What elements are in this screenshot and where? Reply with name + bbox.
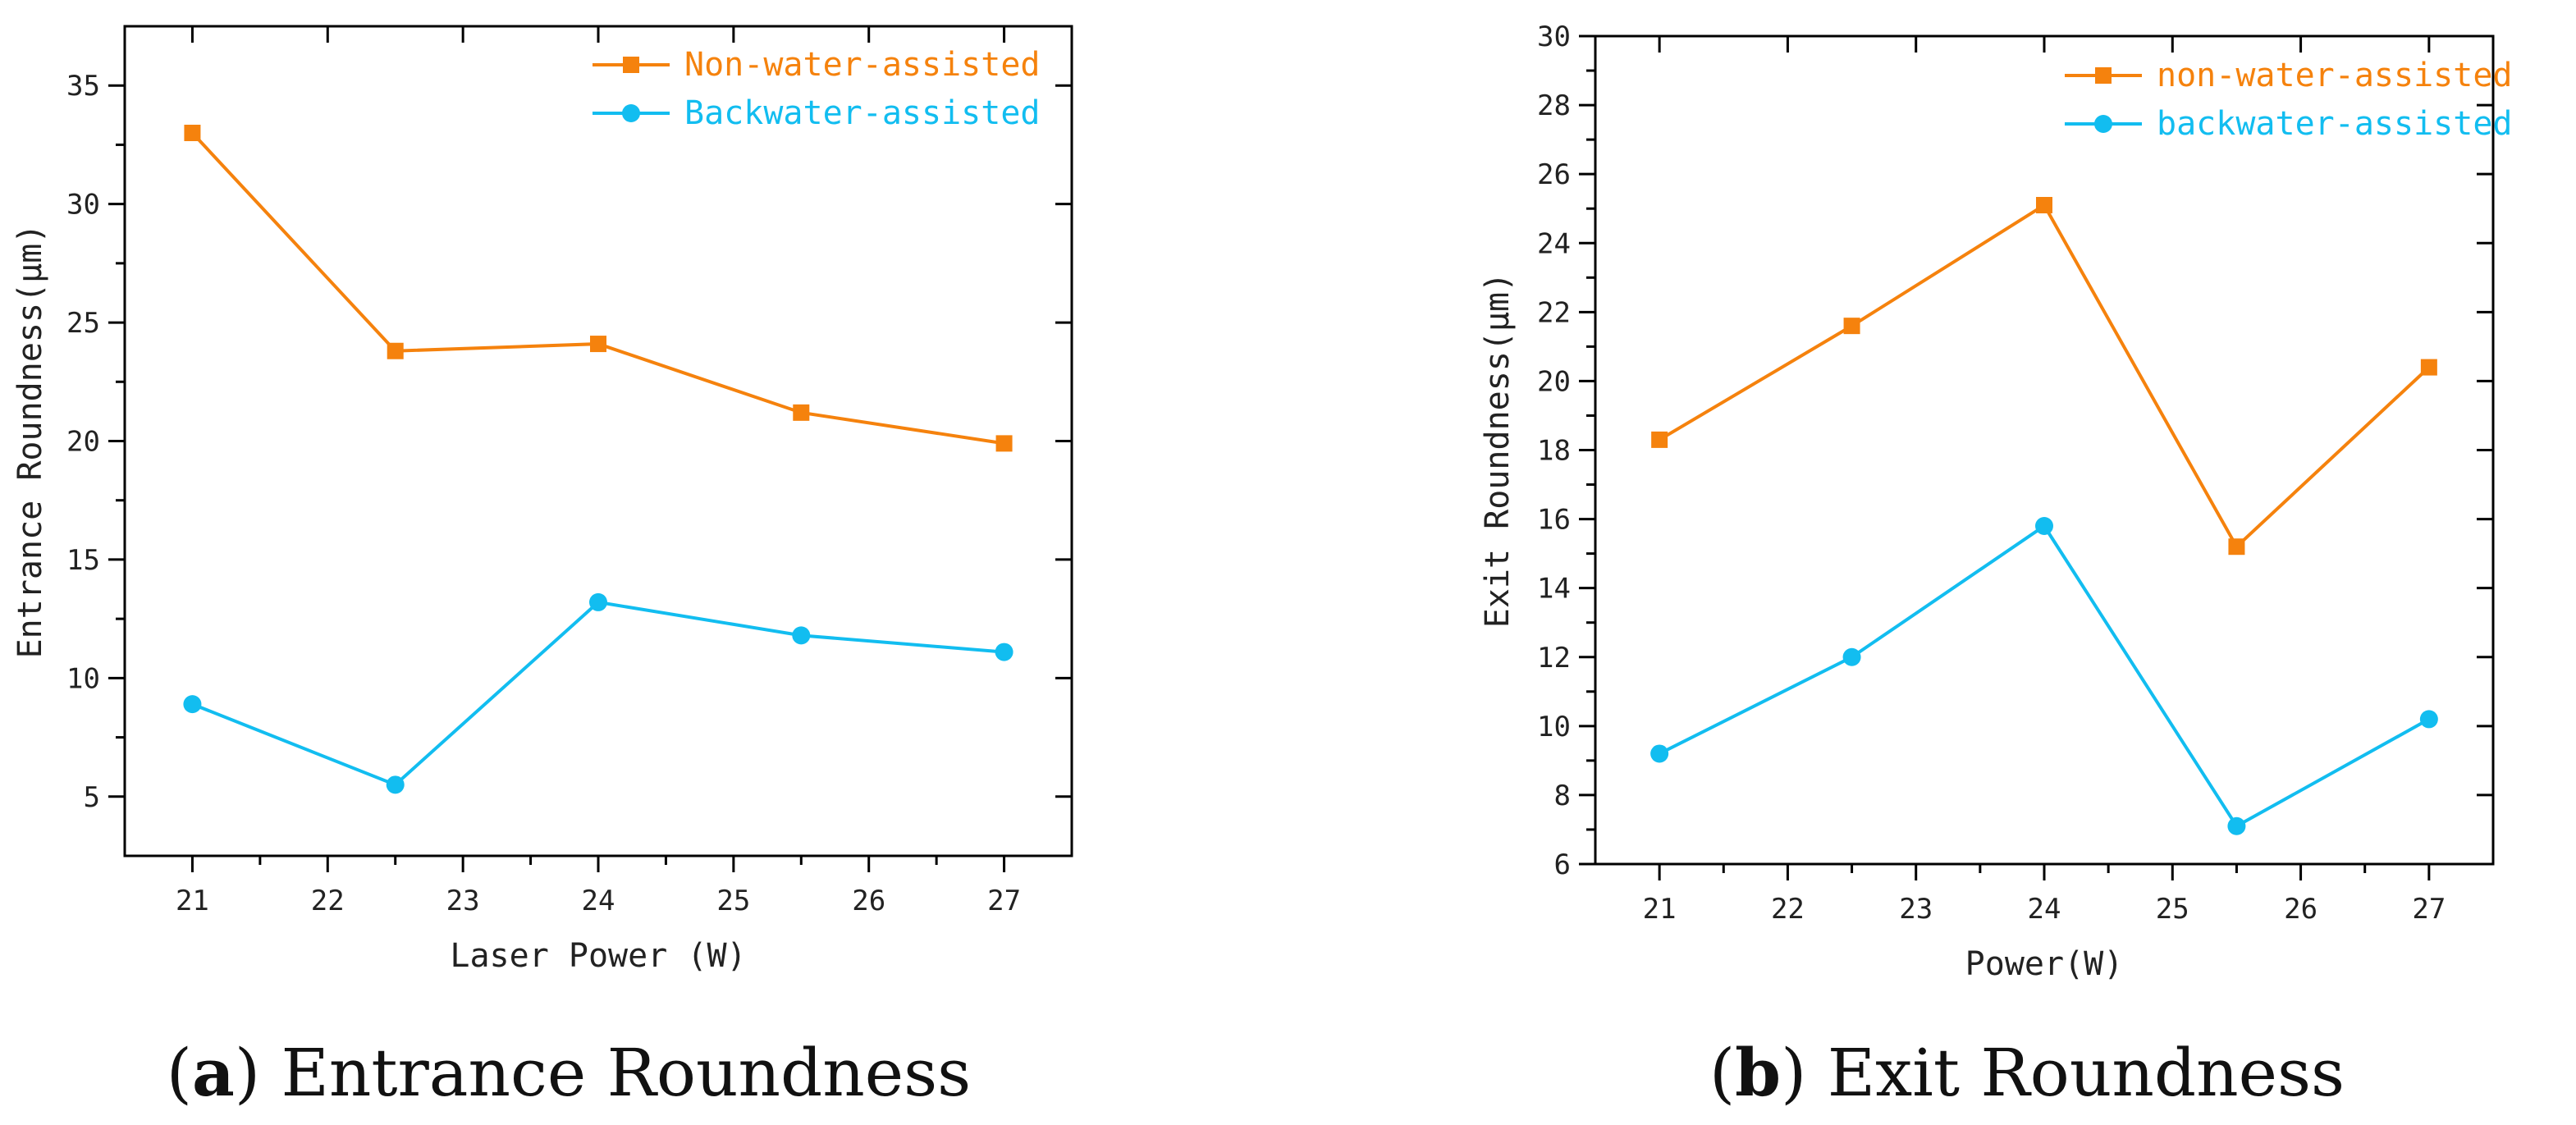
data-point-circle xyxy=(1842,647,1861,666)
y-axis-label: Exit Roundness(μm) xyxy=(1479,272,1517,628)
exit-roundness-chart: 21 22 23 24 25 26 27 6 8 10 12 14 16 18 20 22 24 26 28 30 Po… xyxy=(1479,21,2512,1111)
y-tick-label: 35 xyxy=(66,70,100,103)
data-point-square xyxy=(793,404,810,421)
data-point-square xyxy=(184,124,201,141)
x-axis-label: Laser Power (W) xyxy=(450,937,746,975)
plot-frame xyxy=(1594,34,2495,866)
data-point-square xyxy=(995,435,1013,452)
y-tick-label: 8 xyxy=(1554,780,1571,812)
y-axis-label: Entrance Roundness(μm) xyxy=(11,224,49,659)
y-tick-label: 6 xyxy=(1554,848,1571,881)
subfigure-caption: (b) Exit Roundness xyxy=(1709,1034,2345,1111)
x-tick-label: 23 xyxy=(446,885,480,917)
x-tick-label: 24 xyxy=(2028,893,2061,926)
data-point-square xyxy=(2036,197,2052,214)
legend-label: non-water-assisted xyxy=(2157,57,2512,94)
subfigure-caption: (a) Entrance Roundness xyxy=(167,1034,971,1111)
caption-letter: a xyxy=(192,1034,235,1111)
x-tick-label: 22 xyxy=(311,885,345,917)
series-line-0 xyxy=(190,131,1004,446)
data-point-square xyxy=(387,342,404,359)
x-tick-label: 23 xyxy=(1899,893,1933,926)
caption-close-paren: ) xyxy=(235,1035,260,1111)
data-point-circle xyxy=(2035,516,2053,535)
y-tick-label: 28 xyxy=(1537,89,1571,122)
legend-marker-square xyxy=(2095,67,2112,84)
legend-label: Backwater-assisted xyxy=(684,94,1040,132)
x-tick-label: 27 xyxy=(987,885,1021,917)
caption-letter: b xyxy=(1735,1034,1781,1111)
y-tick-label: 10 xyxy=(1537,711,1571,743)
data-point-square xyxy=(1843,318,1860,335)
legend-label: Non-water-assisted xyxy=(684,46,1040,84)
x-axis-label: Power(W) xyxy=(1965,945,2124,983)
data-point-circle xyxy=(2419,710,2438,729)
legend-label: backwater-assisted xyxy=(2157,105,2512,143)
x-tick-label: 21 xyxy=(1643,893,1677,926)
caption-close-paren: ) xyxy=(1781,1035,1806,1111)
y-tick-label: 15 xyxy=(66,544,100,577)
y-tick-label: 20 xyxy=(66,426,100,459)
legend-marker-square xyxy=(623,57,639,73)
data-point-circle xyxy=(183,695,202,714)
data-point-square xyxy=(590,336,606,353)
y-tick-label: 18 xyxy=(1537,435,1571,468)
x-tick-label: 27 xyxy=(2412,893,2446,926)
x-tick-label: 22 xyxy=(1771,893,1805,926)
x-tick-label: 21 xyxy=(176,885,209,917)
x-tick-label: 24 xyxy=(582,885,615,917)
y-tick-label: 20 xyxy=(1537,365,1571,398)
legend-marker-circle xyxy=(2094,115,2112,133)
x-tick-label: 26 xyxy=(2284,893,2317,926)
legend-marker-circle xyxy=(622,104,640,122)
x-tick-label: 25 xyxy=(2156,893,2189,926)
caption-text: Entrance Roundness xyxy=(260,1035,971,1111)
y-tick-label: 10 xyxy=(66,662,100,695)
y-tick-label: 30 xyxy=(1537,21,1571,53)
caption-text: Exit Roundness xyxy=(1806,1035,2345,1111)
y-tick-label: 5 xyxy=(84,781,100,814)
plot-frame xyxy=(123,25,1073,857)
caption-open-paren: ( xyxy=(1709,1035,1735,1111)
caption-open-paren: ( xyxy=(167,1035,192,1111)
x-tick-label: 26 xyxy=(852,885,885,917)
series-line-1 xyxy=(1659,524,2430,829)
y-tick-label: 24 xyxy=(1537,227,1571,260)
data-point-square xyxy=(1651,431,1668,448)
x-tick-label: 25 xyxy=(716,885,750,917)
y-tick-label: 12 xyxy=(1537,642,1571,675)
y-tick-label: 16 xyxy=(1537,504,1571,537)
y-tick-label: 14 xyxy=(1537,573,1571,606)
entrance-roundness-chart: 21 22 23 24 25 26 27 5 10 15 20 25 30 35 Laser Power (… xyxy=(11,25,1073,1111)
data-point-circle xyxy=(386,775,405,794)
data-point-circle xyxy=(1650,744,1669,763)
data-point-square xyxy=(2420,359,2437,376)
y-tick-label: 22 xyxy=(1537,296,1571,329)
data-point-circle xyxy=(995,643,1013,661)
y-tick-label: 25 xyxy=(66,307,100,340)
y-tick-label: 26 xyxy=(1537,158,1571,191)
data-point-circle xyxy=(2227,816,2246,835)
data-point-circle xyxy=(589,592,607,611)
y-tick-label: 30 xyxy=(66,189,100,222)
data-point-circle xyxy=(792,626,811,645)
series-line-1 xyxy=(191,600,1004,787)
series-line-0 xyxy=(1659,203,2431,550)
data-point-square xyxy=(2228,538,2245,556)
